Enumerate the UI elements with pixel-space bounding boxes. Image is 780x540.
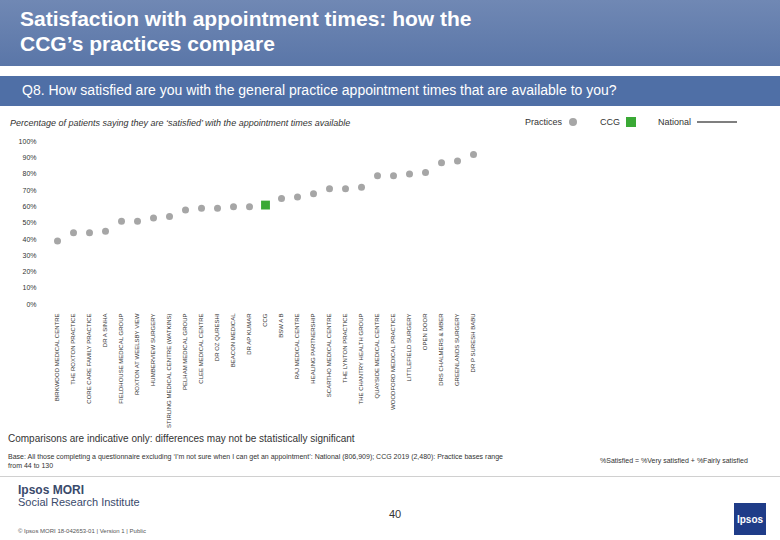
svg-text:70%: 70% — [22, 187, 36, 194]
svg-text:BIRKWOOD MEDICAL CENTRE: BIRKWOOD MEDICAL CENTRE — [54, 314, 60, 402]
svg-text:60%: 60% — [22, 203, 36, 210]
svg-text:DRS CHALMERS & MBER: DRS CHALMERS & MBER — [438, 313, 444, 386]
svg-text:CCG: CCG — [262, 313, 268, 327]
svg-text:THE CHANTRY HEALTH GROUP: THE CHANTRY HEALTH GROUP — [358, 314, 364, 405]
svg-text:0%: 0% — [26, 301, 36, 308]
svg-text:STIRLING MEDICAL CENTRE (WATKI: STIRLING MEDICAL CENTRE (WATKINS) — [166, 314, 172, 428]
svg-text:DR P SURESH BABU: DR P SURESH BABU — [470, 314, 476, 373]
svg-text:RAJ MEDICAL CENTRE: RAJ MEDICAL CENTRE — [294, 314, 300, 380]
svg-text:30%: 30% — [22, 252, 36, 259]
svg-text:CORE CARE FAMILY PRACTICE: CORE CARE FAMILY PRACTICE — [86, 314, 92, 404]
html-text:Comparisons are indicative onl: Comparisons are indicative only: differe… — [8, 433, 355, 444]
svg-text:ROXTON AT WEELSBY VIEW: ROXTON AT WEELSBY VIEW — [134, 313, 140, 395]
svg-text:DR OZ QURESHI: DR OZ QURESHI — [214, 313, 220, 361]
svg-text:40%: 40% — [22, 236, 36, 243]
html-text:%Satisfied = %Very satisfied +: %Satisfied = %Very satisfied + %Fairly s… — [600, 457, 748, 464]
html-text:40: 40 — [388, 508, 402, 520]
html-text:Base: All those completing a q: Base: All those completing a questionnai… — [8, 453, 503, 469]
html-text:Practices: Practices — [525, 117, 562, 127]
svg-text:FIELDHOUSE MEDICAL GROUP: FIELDHOUSE MEDICAL GROUP — [118, 314, 124, 404]
svg-text:CLEE MEDICAL CENTRE: CLEE MEDICAL CENTRE — [198, 314, 204, 384]
svg-text:DR AP KUMAR: DR AP KUMAR — [246, 313, 252, 355]
svg-text:PELHAM MEDICAL GROUP: PELHAM MEDICAL GROUP — [182, 314, 188, 390]
svg-text:HUMBERVIEW SURGERY: HUMBERVIEW SURGERY — [150, 314, 156, 386]
svg-text:20%: 20% — [22, 268, 36, 275]
svg-text:QUAYSIDE MEDICAL CENTRE: QUAYSIDE MEDICAL CENTRE — [374, 314, 380, 399]
html-text:Ipsos: Ipsos — [736, 513, 764, 525]
svg-text:90%: 90% — [22, 154, 36, 161]
html-text:National: National — [658, 117, 691, 127]
svg-text:OPEN DOOR: OPEN DOOR — [422, 313, 428, 350]
svg-text:BEACON MEDICAL: BEACON MEDICAL — [230, 313, 236, 367]
svg-text:WOODFORD MEDICAL PRACTICE: WOODFORD MEDICAL PRACTICE — [390, 314, 396, 410]
svg-text:50%: 50% — [22, 219, 36, 226]
html-text:Q8. How satisfied are you with: Q8. How satisfied are you with the gener… — [22, 82, 617, 98]
svg-text:SCARTHO MEDICAL CENTRE: SCARTHO MEDICAL CENTRE — [326, 314, 332, 398]
html-text:Ipsos MORI: Ipsos MORI — [18, 483, 84, 497]
svg-text:10%: 10% — [22, 284, 36, 291]
svg-text:DR A SINHA: DR A SINHA — [102, 314, 108, 348]
html-text:Satisfaction with appointment: Satisfaction with appointment times: how… — [20, 7, 472, 55]
html-text:© Ipsos MORI 18-042653-01 | Ve: © Ipsos MORI 18-042653-01 | Version 1 | … — [18, 528, 146, 534]
svg-text:LITTLEFIELD SURGERY: LITTLEFIELD SURGERY — [406, 314, 412, 382]
html-text:CCG: CCG — [600, 117, 620, 127]
svg-text:100%: 100% — [19, 138, 37, 145]
svg-text:GREENLANDS SURGERY: GREENLANDS SURGERY — [454, 314, 460, 387]
svg-text:80%: 80% — [22, 170, 36, 177]
svg-text:BSW A B: BSW A B — [278, 314, 284, 338]
html-text:Percentage of patients saying: Percentage of patients saying they are ‘… — [10, 118, 351, 128]
html-text:Social Research Institute: Social Research Institute — [18, 496, 140, 508]
svg-text:THE LYNTON PRACTICE: THE LYNTON PRACTICE — [342, 314, 348, 383]
svg-text:HEALING PARTNERSHIP: HEALING PARTNERSHIP — [310, 314, 316, 384]
svg-text:THE ROXTON PRACTICE: THE ROXTON PRACTICE — [70, 314, 76, 385]
